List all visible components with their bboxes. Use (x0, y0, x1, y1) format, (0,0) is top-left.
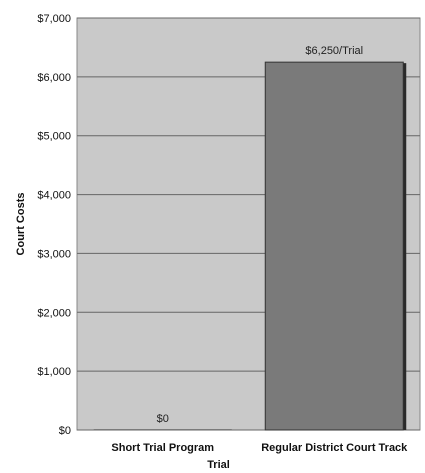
y-tick-label: $4,000 (37, 190, 71, 202)
y-tick-label: $0 (59, 425, 71, 437)
y-tick-label: $1,000 (37, 366, 71, 378)
data-labels: $0 $6,250/Trial (157, 45, 363, 425)
x-axis-categories: Short Trial Program Regular District Cour… (111, 442, 408, 454)
y-axis-label: Court Costs (15, 193, 27, 256)
y-tick-label: $7,000 (37, 13, 71, 25)
y-tick-label: $3,000 (37, 248, 71, 260)
bar (264, 61, 404, 431)
x-tick-label: Regular District Court Track (261, 442, 408, 454)
y-tick-label: $5,000 (37, 131, 71, 143)
x-axis-label: Trial (207, 459, 230, 471)
y-tick-label: $2,000 (37, 307, 71, 319)
bars (93, 61, 407, 431)
bar (93, 429, 232, 430)
bar-data-label: $6,250/Trial (305, 45, 363, 57)
y-axis-ticks: $0 $1,000 $2,000 $3,000 $4,000 $5,000 $6,000 $7… (37, 13, 71, 437)
bar-data-label: $0 (157, 413, 169, 425)
x-tick-label: Short Trial Program (111, 442, 214, 454)
y-tick-label: $6,000 (37, 72, 71, 84)
